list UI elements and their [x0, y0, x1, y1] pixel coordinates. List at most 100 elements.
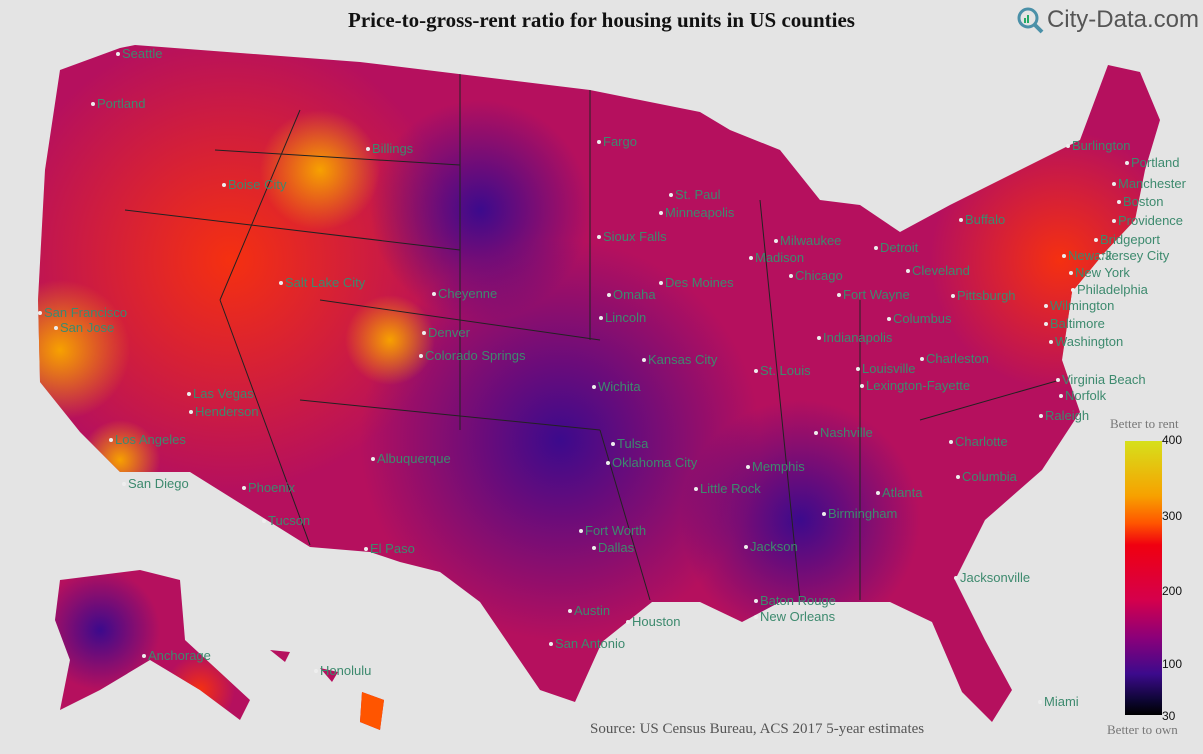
city-label: Seattle	[122, 46, 163, 61]
city-marker	[189, 410, 193, 414]
city-marker	[920, 357, 924, 361]
city-label: Colorado Springs	[425, 348, 526, 363]
city-label: Phoenix	[248, 480, 295, 495]
city-marker	[951, 294, 955, 298]
legend-colorbar	[1125, 441, 1162, 715]
city-marker	[817, 336, 821, 340]
city-marker	[1062, 254, 1066, 258]
city-label: Anchorage	[148, 648, 211, 663]
magnifier-chart-icon	[1017, 7, 1044, 34]
city-label: San Francisco	[44, 305, 128, 320]
city-data-logo[interactable]: City-Data.com	[1016, 6, 1199, 34]
city-label: Fort Wayne	[843, 287, 910, 302]
city-marker	[694, 487, 698, 491]
city-label: Honolulu	[320, 663, 372, 678]
city-label: Detroit	[880, 240, 919, 255]
city-label: Columbia	[962, 469, 1017, 484]
city-label: Providence	[1118, 213, 1184, 228]
city-marker	[91, 102, 95, 106]
city-marker	[906, 269, 910, 273]
legend-tick: 400	[1162, 433, 1183, 447]
city-marker	[1071, 288, 1075, 292]
city-label: Cleveland	[912, 263, 970, 278]
city-marker	[659, 211, 663, 215]
city-marker	[432, 292, 436, 296]
legend-tick: 300	[1162, 509, 1183, 523]
city-marker	[54, 326, 58, 330]
city-marker	[122, 482, 126, 486]
city-marker	[1044, 322, 1048, 326]
city-marker	[856, 367, 860, 371]
city-marker	[222, 183, 226, 187]
city-marker	[597, 235, 601, 239]
city-marker	[422, 331, 426, 335]
city-label: Washington	[1055, 334, 1124, 349]
city-marker	[746, 465, 750, 469]
city-label: Baton Rouge	[760, 593, 836, 608]
city-marker	[822, 512, 826, 516]
city-label: San Jose	[60, 320, 115, 335]
city-label: Kansas City	[648, 352, 718, 367]
city-label: Baltimore	[1050, 316, 1105, 331]
city-marker	[774, 239, 778, 243]
city-marker	[364, 547, 368, 551]
city-label: Austin	[574, 603, 611, 618]
city-marker	[579, 529, 583, 533]
city-label: San Diego	[128, 476, 189, 491]
city-marker	[1112, 219, 1116, 223]
city-marker	[954, 576, 958, 580]
legend-bottom-label: Better to own	[1107, 722, 1178, 737]
city-marker	[1112, 182, 1116, 186]
city-marker	[874, 246, 878, 250]
city-label: Las Vegas	[193, 386, 254, 401]
city-marker	[749, 256, 753, 260]
city-marker	[187, 392, 191, 396]
city-label: Raleigh	[1045, 408, 1090, 423]
city-marker	[279, 281, 283, 285]
source-note: Source: US Census Bureau, ACS 2017 5-yea…	[590, 721, 925, 737]
city-label: Boise City	[228, 177, 287, 192]
city-label: Albuquerque	[377, 451, 451, 466]
city-marker	[876, 491, 880, 495]
city-marker	[754, 599, 758, 603]
city-label: New York	[1075, 265, 1130, 280]
city-label: Chicago	[795, 268, 843, 283]
city-marker	[549, 642, 553, 646]
city-label: New Orleans	[760, 609, 836, 624]
city-label: Portland	[1131, 155, 1180, 170]
city-marker	[262, 519, 266, 523]
logo-text: City-Data.com	[1046, 6, 1199, 33]
city-label: Lexington-Fayette	[866, 378, 971, 393]
city-label: Newark	[1068, 248, 1113, 263]
city-label: St. Paul	[675, 187, 721, 202]
city-label: Los Angeles	[115, 432, 186, 447]
city-label: Little Rock	[700, 481, 761, 496]
city-label: Boston	[1123, 194, 1164, 209]
city-marker	[568, 609, 572, 613]
city-label: Charleston	[926, 351, 989, 366]
city-label: Atlanta	[882, 485, 923, 500]
city-marker	[366, 147, 370, 151]
city-label: Columbus	[893, 311, 952, 326]
city-label: El Paso	[370, 541, 415, 556]
city-marker	[626, 620, 630, 624]
city-label: Fort Worth	[585, 523, 647, 538]
city-marker	[419, 354, 423, 358]
city-label: Jackson	[750, 539, 798, 554]
city-label: Bridgeport	[1100, 232, 1160, 247]
city-label: Salt Lake City	[285, 275, 366, 290]
city-label: St. Louis	[760, 363, 811, 378]
city-label: Lincoln	[605, 310, 647, 325]
legend-tick: 200	[1162, 584, 1183, 598]
city-marker	[1056, 378, 1060, 382]
city-label: Dallas	[598, 540, 635, 555]
map-title: Price-to-gross-rent ratio for housing un…	[348, 8, 855, 32]
city-marker	[860, 384, 864, 388]
city-marker	[1039, 414, 1043, 418]
city-label: Memphis	[752, 459, 805, 474]
city-marker	[109, 438, 113, 442]
city-label: Henderson	[195, 404, 259, 419]
city-label: Charlotte	[955, 434, 1008, 449]
city-label: Wilmington	[1050, 298, 1115, 313]
